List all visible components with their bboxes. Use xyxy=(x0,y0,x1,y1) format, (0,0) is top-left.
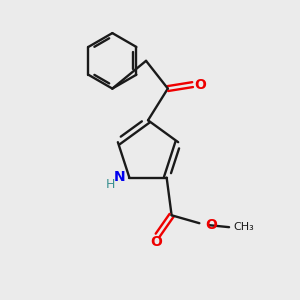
Text: O: O xyxy=(195,78,206,92)
Text: N: N xyxy=(114,169,125,184)
Text: CH₃: CH₃ xyxy=(233,222,254,232)
Text: O: O xyxy=(205,218,217,232)
Text: O: O xyxy=(150,235,162,249)
Text: H: H xyxy=(106,178,115,191)
